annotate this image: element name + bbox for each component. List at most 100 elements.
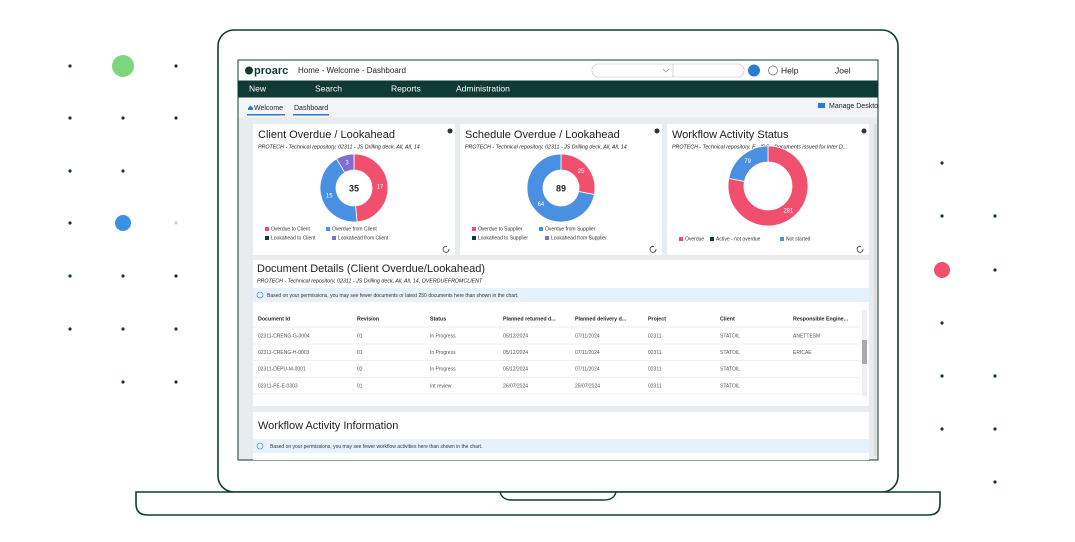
info-icon: [256, 291, 264, 299]
segment-label: 15: [326, 194, 333, 200]
table-cell: 07/11/2024: [575, 367, 600, 373]
laptop-base: [135, 491, 941, 516]
dropdown-arrow[interactable]: [662, 68, 670, 73]
table-cell: 02311-CRENG-G-0004: [258, 333, 310, 339]
table-cell: 02: [357, 367, 363, 373]
donut-total: 89: [556, 183, 566, 193]
nav-item[interactable]: New: [249, 83, 267, 93]
table-cell: STATOIL: [720, 350, 740, 356]
dot: [121, 169, 125, 173]
donut-segment: [319, 158, 358, 223]
dot: [121, 274, 125, 278]
column-header[interactable]: Planned delivery d...: [575, 316, 627, 322]
table-cell: ERICAE: [793, 350, 812, 356]
chart-card: [253, 124, 455, 255]
user[interactable]: Joel: [835, 65, 851, 75]
legend-swatch: [780, 237, 784, 241]
chart-title: Workflow Activity Status: [672, 129, 789, 141]
legend-swatch: [332, 236, 336, 240]
home-icon: [248, 105, 253, 110]
tab[interactable]: Welcome: [254, 105, 283, 112]
tab-bar: [238, 97, 878, 118]
refresh-icon[interactable]: [856, 245, 864, 253]
help-icon[interactable]: [768, 65, 778, 76]
legend-swatch: [265, 236, 269, 240]
column-header[interactable]: Status: [430, 316, 446, 322]
settings-icon[interactable]: [447, 128, 453, 134]
legend-swatch: [472, 236, 476, 240]
dot: [940, 214, 944, 218]
table-cell: 01: [357, 383, 363, 389]
column-header[interactable]: Project: [648, 316, 666, 322]
info-icon: [256, 442, 264, 450]
legend-label: Lookahead from Supplier: [551, 235, 607, 241]
dot: [174, 116, 178, 120]
dot: [993, 374, 997, 378]
column-header[interactable]: Planned returned d...: [503, 316, 556, 322]
donut-segment: [728, 145, 769, 182]
column-header[interactable]: Document Id: [258, 316, 290, 322]
laptop-notch: [499, 491, 617, 501]
scroll-thumb[interactable]: [862, 340, 867, 364]
legend-swatch: [710, 237, 714, 241]
legend-label: Lookahead to Client: [271, 235, 316, 241]
dot: [115, 215, 131, 231]
dot: [174, 221, 178, 225]
nav-item[interactable]: Reports: [391, 83, 421, 93]
dot: [68, 274, 72, 278]
dot: [121, 327, 125, 331]
table-cell: 01: [357, 333, 363, 339]
column-header[interactable]: Responsible Engine...: [793, 316, 849, 322]
help[interactable]: Help: [781, 65, 799, 75]
legend-label: Not started: [786, 236, 811, 242]
dot: [174, 327, 178, 331]
settings-icon[interactable]: [654, 128, 660, 134]
refresh-icon[interactable]: [442, 245, 450, 253]
logo: proarc: [254, 65, 288, 77]
segment-label: 281: [783, 208, 794, 214]
manage-icon: [818, 103, 825, 108]
segment-label: 3: [345, 161, 349, 167]
table-cell: 02311: [648, 350, 662, 356]
table-cell: 02311-PE-E-0303: [258, 383, 298, 389]
refresh-icon[interactable]: [649, 245, 657, 253]
dot: [940, 161, 944, 165]
table-cell: STATOIL: [720, 333, 740, 339]
info-note: Based on your permissions, you may see f…: [267, 293, 519, 299]
tab-underline: [247, 114, 285, 116]
tab[interactable]: Dashboard: [294, 105, 328, 112]
info-box: [253, 439, 869, 453]
table-cell: 07/11/2024: [575, 333, 600, 339]
dot: [940, 374, 944, 378]
dot: [993, 480, 997, 484]
legend-label: Lookahead from Client: [338, 235, 389, 241]
donut-total: 35: [349, 183, 359, 193]
table-cell: In Progress: [430, 350, 456, 356]
legend-label: Overdue from Client: [332, 226, 377, 232]
search-box[interactable]: [591, 63, 745, 78]
table-cell: 02311-CRENG-H-0003: [258, 350, 310, 356]
dot: [174, 64, 178, 68]
table-cell: STATOIL: [720, 383, 740, 389]
workflow-title: Workflow Activity Information: [258, 420, 398, 432]
legend-label: Overdue from Supplier: [545, 226, 596, 232]
legend-swatch: [326, 227, 330, 231]
manage-desktop[interactable]: Manage Deskto: [829, 103, 878, 110]
search-button[interactable]: [748, 64, 760, 77]
donut-segment: [353, 153, 389, 223]
dot: [68, 116, 72, 120]
settings-icon[interactable]: [861, 128, 867, 134]
details-subtitle: PROTECH - Technical repository, 02311 - …: [257, 278, 483, 284]
chart-title: Client Overdue / Lookahead: [258, 129, 395, 141]
page-scrollbar[interactable]: [874, 124, 877, 456]
legend-label: Overdue: [685, 236, 704, 242]
info-note: Based on your permissions, you may see f…: [270, 444, 482, 450]
column-header[interactable]: Client: [720, 316, 735, 322]
details-title: Document Details (Client Overdue/Lookahe…: [257, 263, 485, 275]
column-header[interactable]: Revision: [357, 316, 379, 322]
table-cell: 07/11/2024: [575, 350, 600, 356]
details-panel: [253, 260, 869, 406]
nav-item[interactable]: Search: [315, 83, 342, 93]
nav-item[interactable]: Administration: [456, 83, 510, 93]
